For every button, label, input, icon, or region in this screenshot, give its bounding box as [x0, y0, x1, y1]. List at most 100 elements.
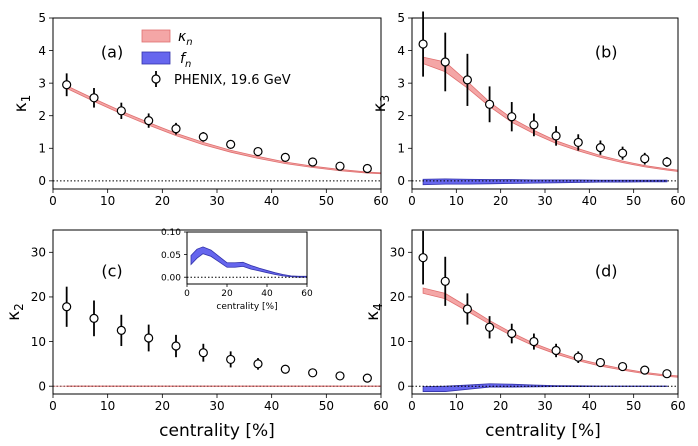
x-tick-label: 50	[626, 399, 641, 413]
axes-frame	[52, 17, 382, 190]
x-tick-label: 30	[537, 194, 552, 208]
phenix-point	[253, 146, 263, 157]
y-tick-label: 10	[31, 335, 46, 349]
phenix-point	[418, 39, 428, 49]
axes-frame	[411, 229, 679, 395]
phenix-point	[462, 75, 473, 85]
y-tick-label: 20	[390, 290, 405, 304]
kappa-band	[422, 287, 678, 378]
phenix-point	[62, 80, 72, 90]
phenix-point	[529, 336, 539, 347]
phenix-point	[198, 348, 208, 358]
x-tick-label: 60	[670, 399, 685, 413]
phenix-point	[573, 352, 583, 362]
x-tick-label: 20	[155, 399, 170, 413]
panel-label: (d)	[595, 261, 618, 280]
x-tick-label: 50	[626, 194, 641, 208]
inset-x-axis-label: centrality [%]	[216, 302, 277, 312]
y-tick-label: 0.05	[161, 251, 181, 261]
x-tick-label: 0	[408, 399, 416, 413]
x-tick-label: 60	[373, 194, 388, 208]
y-tick-label: 0	[397, 174, 405, 188]
phenix-point	[198, 132, 208, 142]
panel-d: 0 10 20 30 40 50 60 0 10 20 30 (d) κ4	[363, 229, 686, 413]
phenix-point	[595, 143, 606, 153]
y-tick-label: 3	[38, 76, 46, 90]
y-tick-label: 2	[38, 109, 46, 123]
x-tick-label: 50	[319, 399, 334, 413]
x-tick-label: 60	[373, 399, 388, 413]
phenix-point	[253, 359, 263, 369]
phenix-point	[662, 157, 672, 167]
f-band	[422, 383, 668, 392]
x-tick-label: 20	[155, 194, 170, 208]
x-tick-label: 20	[493, 399, 508, 413]
y-tick-label: 1	[397, 141, 405, 155]
inset-chart: 0 20 40 60 0.00 0.05 0.10 centrality [%]	[161, 228, 313, 312]
x-tick-label: 0	[49, 194, 57, 208]
x-tick-label: 10	[449, 399, 464, 413]
phenix-point	[362, 163, 372, 174]
legend-phenix-marker	[151, 74, 161, 84]
phenix-point	[440, 57, 450, 67]
y-tick-label: 4	[38, 44, 46, 58]
y-tick-label: 5	[397, 11, 405, 25]
y-tick-label: 0	[38, 174, 46, 188]
y-tick-label: 30	[31, 246, 46, 260]
kappa-band	[422, 56, 678, 172]
x-tick-label: 40	[582, 399, 597, 413]
x-tick-label: 40	[264, 399, 279, 413]
phenix-point	[308, 157, 318, 167]
x-tick-label: 0	[184, 289, 190, 299]
x-tick-label: 40	[261, 289, 273, 299]
phenix-point	[171, 124, 181, 134]
x-tick-label: 50	[319, 194, 334, 208]
axes-frame	[411, 17, 679, 190]
y-tick-label: 0.10	[161, 228, 181, 238]
x-tick-label: 10	[449, 194, 464, 208]
phenix-point	[662, 369, 672, 379]
plot-area-a	[53, 85, 381, 182]
phenix-point	[89, 93, 99, 103]
phenix-point	[116, 106, 126, 116]
panel-label: (a)	[101, 42, 123, 61]
x-tick-label: 10	[100, 194, 115, 208]
y-axis-label: κ1	[11, 95, 33, 113]
y-tick-label: 0	[38, 379, 46, 393]
x-tick-label: 10	[100, 399, 115, 413]
phenix-point	[226, 139, 236, 149]
phenix-point	[462, 304, 473, 314]
panel-c: 0 10 20 30 40 50 60 0 10 20 30 (c) κ2 0 20 40 60 0.00 0.05…	[4, 228, 389, 413]
phenix-point	[62, 302, 72, 312]
phenix-point	[617, 361, 628, 372]
y-tick-label: 4	[397, 44, 405, 58]
y-tick-label: 20	[31, 290, 46, 304]
phenix-point	[171, 341, 181, 351]
y-axis-label: κ3	[370, 95, 392, 113]
x-tick-label: 20	[493, 194, 508, 208]
y-tick-label: 5	[38, 11, 46, 25]
legend-kappa-swatch	[141, 29, 171, 43]
phenix-point	[617, 148, 628, 158]
plot-area-d	[412, 287, 678, 392]
legend: κn fn PHENIX, 19.6 GeV	[141, 29, 291, 88]
phenix-point	[418, 253, 428, 263]
inset-frame	[186, 231, 308, 285]
phenix-point	[89, 313, 99, 323]
y-tick-label: 1	[38, 141, 46, 155]
y-tick-label: 10	[390, 335, 405, 349]
x-axis-label-left: centrality [%]	[159, 421, 275, 441]
phenix-point	[529, 120, 539, 130]
phenix-point	[280, 152, 290, 163]
phenix-point	[362, 373, 372, 383]
y-tick-label: 30	[390, 246, 405, 260]
phenix-point	[551, 131, 561, 141]
phenix-point	[484, 322, 495, 332]
x-axis-label-right: centrality [%]	[485, 421, 601, 441]
legend-f-label: fn	[180, 51, 191, 70]
panel-a: 0 10 20 30 40 50 60 0 1 2 3 4 5 (a) κ1	[11, 11, 389, 208]
inset-f-band	[190, 246, 307, 278]
phenix-point	[116, 325, 126, 336]
phenix-point	[144, 333, 154, 343]
